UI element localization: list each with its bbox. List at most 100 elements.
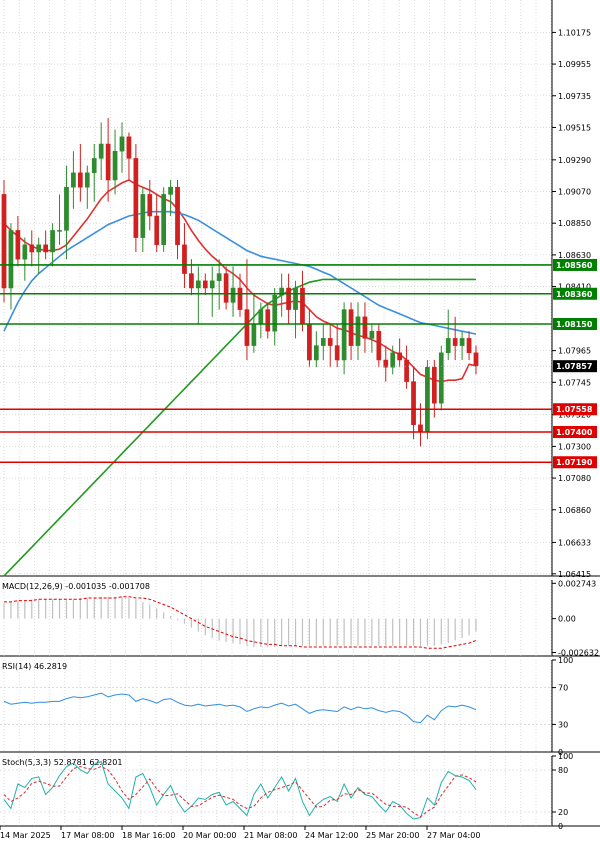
candle-body — [376, 330, 382, 361]
level-label: 1.08360 — [556, 290, 593, 299]
level-label: 1.07190 — [556, 458, 593, 467]
y-axis-tick-label: 1.06860 — [558, 506, 591, 515]
level-label-box — [553, 258, 597, 271]
candle-body — [459, 338, 465, 346]
candle-body — [397, 352, 402, 361]
candle-body — [202, 280, 208, 289]
macd-legend: MACD(12,26,9) -0.001035 -0.001708 — [2, 582, 150, 591]
candle-body — [84, 172, 90, 188]
candle-body — [71, 172, 76, 188]
y-axis-tick-label: 1.09735 — [558, 92, 591, 101]
candle-body — [334, 345, 340, 361]
candle-body — [119, 136, 125, 152]
candle-body — [29, 244, 35, 253]
candle-body — [43, 244, 48, 253]
candle-body — [320, 338, 326, 346]
y-axis-tick-label: 1.09070 — [558, 188, 591, 197]
x-axis-tick-label: 20 Mar 00:00 — [183, 831, 236, 840]
candle-body — [362, 316, 368, 339]
rsi-axis-label: 100 — [558, 656, 573, 665]
candle-body — [293, 287, 298, 310]
candle-body — [168, 186, 173, 195]
candle-body — [126, 136, 132, 159]
y-axis-tick-label: 1.06633 — [558, 538, 591, 547]
candle-body — [411, 381, 416, 426]
candle-body — [230, 287, 236, 303]
candle-body — [265, 309, 271, 332]
macd-axis-label: 0.002743 — [558, 579, 596, 588]
candle-body — [209, 280, 215, 289]
candle-body — [182, 244, 187, 274]
candle-body — [473, 352, 479, 367]
y-axis-tick-label: 1.07300 — [558, 442, 591, 451]
candle-body — [216, 273, 222, 282]
candle-body — [161, 194, 166, 246]
candle-body — [286, 287, 291, 310]
stoch-axis-label: 20 — [558, 808, 568, 817]
level-label-box — [553, 287, 597, 300]
level-label: 1.07558 — [556, 405, 593, 414]
stoch-axis-label: 100 — [558, 752, 573, 761]
rsi-axis-label: 70 — [558, 684, 568, 693]
candle-body — [404, 359, 409, 382]
candle-body — [57, 230, 62, 232]
candle-body — [418, 424, 423, 433]
candle-body — [237, 287, 243, 310]
candle-body — [390, 352, 396, 368]
candle-body — [314, 345, 319, 361]
x-axis-tick-label: 21 Mar 08:00 — [244, 831, 297, 840]
level-label: 1.08560 — [556, 261, 593, 270]
candle-body — [8, 230, 14, 289]
candle-body — [154, 215, 160, 246]
y-axis-tick-label: 1.08850 — [558, 219, 591, 228]
candle-body — [175, 186, 180, 246]
candle-body — [279, 287, 284, 296]
candle-body — [140, 194, 146, 238]
x-axis-tick-label: 24 Mar 12:00 — [305, 831, 358, 840]
candle-body — [452, 338, 458, 346]
candle-body — [98, 143, 104, 159]
rsi-line — [3, 692, 477, 724]
candle-body — [355, 316, 361, 346]
candle-body — [223, 273, 229, 303]
y-axis-tick-label: 1.09290 — [558, 156, 591, 165]
level-label-box — [553, 403, 597, 416]
y-axis-tick-label: 1.09515 — [558, 123, 591, 132]
x-axis-tick-label: 27 Mar 04:00 — [427, 831, 480, 840]
candle-body — [425, 366, 430, 433]
candle-body — [445, 338, 451, 354]
moving-average-line — [3, 210, 477, 335]
candle-body — [466, 338, 472, 354]
candle-body — [341, 309, 347, 361]
candle-body — [1, 194, 7, 289]
candle-body — [36, 244, 42, 253]
stoch-legend: Stoch(5,3,3) 52.8781 62.8201 — [2, 758, 122, 767]
y-axis-tick-label: 1.08630 — [558, 251, 591, 260]
candle-body — [78, 172, 83, 188]
candle-body — [307, 323, 312, 361]
candle-body — [112, 150, 118, 181]
candle-body — [383, 359, 389, 368]
candle-body — [64, 186, 69, 231]
candle-body — [258, 309, 264, 325]
stoch-axis-label: 0 — [558, 822, 563, 831]
current-price-label: 1.07857 — [556, 362, 592, 371]
y-axis-tick-label: 1.09955 — [558, 60, 591, 69]
y-axis-tick-label: 1.07965 — [558, 347, 591, 356]
level-label-box — [553, 456, 597, 469]
candle-body — [348, 309, 354, 346]
current-price-box — [553, 360, 597, 373]
candle-body — [244, 309, 250, 346]
candle-body — [196, 280, 201, 289]
y-axis-tick-label: 1.06415 — [558, 570, 591, 579]
candle-body — [22, 244, 28, 260]
stoch-k-line — [3, 760, 477, 820]
x-axis-tick-label: 25 Mar 20:00 — [366, 831, 419, 840]
candle-body — [327, 338, 333, 346]
level-label: 1.07400 — [556, 428, 593, 437]
rsi-axis-label: 30 — [558, 720, 568, 729]
candle-body — [50, 230, 55, 253]
candle-body — [272, 294, 278, 332]
